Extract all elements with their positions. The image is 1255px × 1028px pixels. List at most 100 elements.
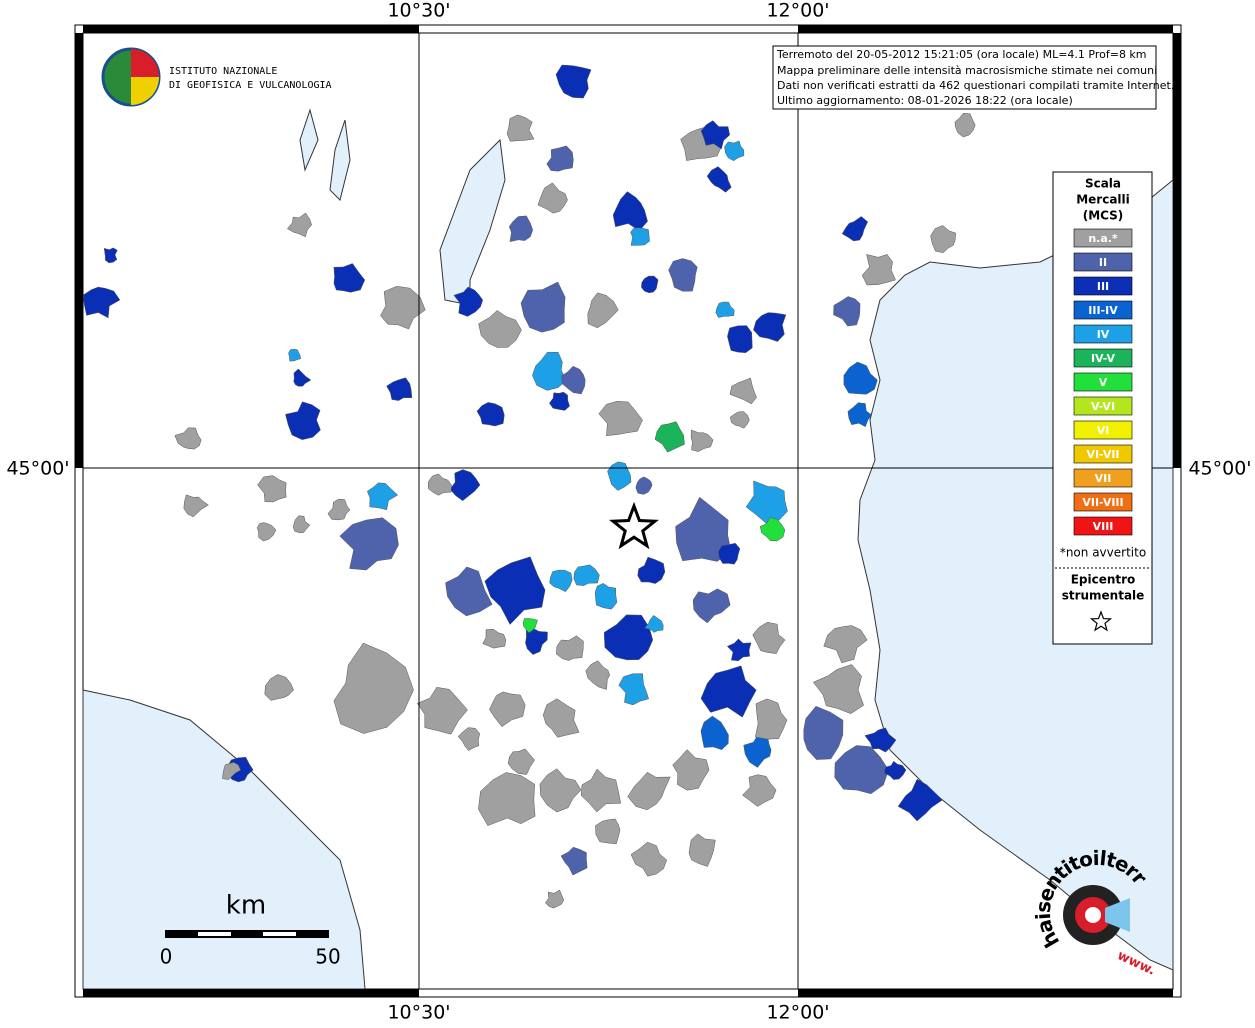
municipality: [635, 476, 653, 495]
legend-epicenter: Epicentro: [1071, 573, 1136, 587]
municipality: [506, 114, 535, 142]
municipality: [587, 292, 619, 329]
municipality: [580, 768, 622, 813]
municipality: [174, 427, 202, 450]
municipality: [507, 748, 535, 775]
lon-label: 12°00': [766, 0, 829, 22]
legend-note: *non avvertito: [1060, 546, 1146, 560]
legend-epicenter: strumentale: [1062, 589, 1145, 603]
legend-label: IV: [1097, 328, 1110, 341]
municipality: [366, 482, 399, 511]
municipality: [595, 818, 621, 845]
frame-segment: [798, 25, 1173, 33]
municipality: [339, 517, 399, 571]
municipality: [847, 402, 873, 428]
legend-label: V: [1099, 376, 1108, 389]
legend-label: VII: [1095, 472, 1112, 485]
scale-tick: 0: [160, 945, 173, 969]
municipality: [603, 614, 654, 661]
info-line: Terremoto del 20-05-2012 15:21:05 (ora l…: [776, 48, 1147, 61]
municipality: [627, 771, 671, 811]
legend-swatch: [1073, 324, 1133, 344]
legend-swatch: [1073, 252, 1133, 272]
municipality: [508, 215, 533, 242]
municipality: [539, 768, 582, 813]
municipality: [416, 687, 468, 735]
municipality: [803, 705, 844, 760]
municipality: [630, 227, 650, 246]
municipality: [537, 182, 568, 214]
municipality: [700, 715, 729, 750]
municipality: [812, 664, 865, 714]
municipality: [753, 312, 787, 342]
municipality: [930, 225, 956, 253]
municipality: [833, 296, 861, 327]
municipality: [525, 628, 548, 655]
legend-label: V-VI: [1091, 400, 1115, 413]
legend-swatch: [1073, 468, 1133, 488]
municipality: [520, 281, 566, 333]
lat-label: 45°00': [6, 458, 69, 480]
scale-segment: [231, 931, 263, 937]
logo-globe-part: [131, 77, 159, 105]
scale-bar: [165, 930, 329, 938]
legend-label: n.a.*: [1088, 232, 1118, 245]
municipality: [453, 286, 483, 317]
scale-tick: 50: [315, 945, 340, 969]
lon-label: 10°30': [387, 0, 450, 22]
municipality: [715, 301, 735, 318]
legend-swatch: [1073, 228, 1133, 248]
info-box: [772, 45, 1157, 110]
municipality: [668, 258, 698, 292]
municipality: [823, 625, 868, 664]
legend-title: Scala: [1085, 177, 1121, 191]
legend-swatch: [1073, 372, 1133, 392]
municipality: [726, 638, 752, 662]
frame-segment: [83, 989, 419, 997]
logo-globe-part: [131, 49, 159, 77]
municipality: [222, 762, 242, 780]
municipality: [82, 286, 121, 319]
municipality: [560, 846, 588, 876]
municipality: [730, 411, 750, 429]
scale-segment: [296, 931, 328, 937]
logo-speaker: [1105, 898, 1130, 932]
municipality: [759, 517, 786, 542]
municipality: [257, 475, 287, 503]
legend-label: III-IV: [1088, 304, 1118, 317]
logo-target: [1085, 907, 1101, 923]
legend-swatch: [1073, 300, 1133, 320]
legend-label: VI-VII: [1086, 448, 1119, 461]
municipality: [333, 642, 414, 734]
municipality: [641, 275, 659, 294]
municipality: [742, 774, 777, 807]
frame-segment: [798, 989, 1173, 997]
municipality: [292, 515, 311, 533]
municipality: [327, 498, 351, 521]
municipality: [544, 889, 565, 909]
municipality: [618, 673, 650, 706]
municipality: [675, 496, 732, 562]
ingv-logo: ISTITUTO NAZIONALE DI GEOFISICA E VULCAN…: [101, 47, 332, 107]
municipality: [478, 772, 536, 826]
lon-label: 12°00': [766, 1002, 829, 1024]
municipality: [522, 618, 538, 634]
legend-label: III: [1097, 280, 1109, 293]
municipality: [103, 247, 118, 264]
municipality: [542, 698, 580, 738]
municipality: [556, 635, 584, 661]
legend-label: IV-V: [1091, 352, 1116, 365]
municipality: [285, 401, 321, 440]
municipality: [489, 691, 526, 728]
legend-swatch: [1073, 492, 1133, 512]
scale-title: km: [226, 891, 266, 921]
legend-swatch: [1073, 276, 1133, 296]
legend-label: VII-VIII: [1082, 496, 1123, 509]
municipality: [864, 727, 897, 753]
frame-segment: [83, 25, 419, 33]
municipality: [630, 841, 667, 877]
frame-outer: [74, 24, 1182, 998]
municipality: [427, 473, 452, 496]
municipality: [555, 64, 592, 99]
municipality: [449, 469, 481, 502]
